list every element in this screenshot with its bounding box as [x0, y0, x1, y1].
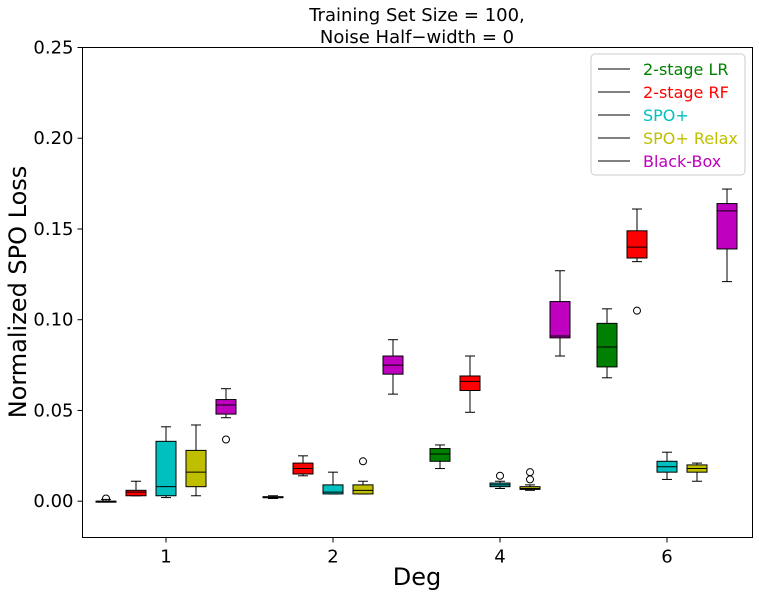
box-body	[626, 230, 648, 259]
box-body	[215, 399, 237, 415]
legend: 2-stage LR 2-stage RF SPO+ SPO+ Relax Black-…	[590, 53, 746, 176]
box-1	[95, 494, 117, 503]
box-body	[429, 448, 451, 462]
outlier-point	[526, 468, 534, 477]
box-4	[429, 444, 451, 470]
series-2-stage-lr	[95, 308, 618, 503]
legend-label: SPO+ Relax	[643, 129, 738, 148]
box-2	[292, 455, 314, 477]
outlier-point	[222, 435, 230, 444]
series-black-box	[215, 188, 738, 444]
box-body	[125, 489, 147, 497]
outlier-point	[526, 475, 534, 484]
legend-label: 2-stage RF	[643, 83, 729, 102]
box-4	[489, 471, 511, 489]
legend-entry: 2-stage LR	[598, 60, 728, 79]
y-tick-label: 0.00	[33, 491, 73, 512]
box-6	[686, 462, 708, 482]
x-tick-label: 4	[494, 547, 505, 568]
box-body	[596, 322, 618, 368]
chart-marks	[95, 188, 738, 503]
box-body	[549, 301, 571, 339]
legend-entry: SPO+	[598, 106, 689, 125]
box-6	[716, 188, 738, 283]
box-1	[215, 388, 237, 444]
box-1	[125, 480, 147, 497]
plot-frame	[82, 47, 753, 538]
box-body	[459, 375, 481, 391]
legend-entry: 2-stage RF	[598, 83, 729, 102]
box-2	[262, 495, 284, 499]
x-tick-label: 2	[327, 547, 338, 568]
outlier-point	[496, 471, 504, 480]
box-body	[352, 484, 374, 495]
y-axis: 0.00 0.05 0.10 0.15 0.20 0.25	[33, 38, 83, 512]
box-body	[322, 484, 344, 495]
box-body	[155, 440, 177, 497]
legend-frame	[590, 53, 746, 176]
y-axis-label: Normalized SPO Loss	[4, 166, 32, 419]
box-4	[549, 270, 571, 357]
series-spo-relax	[185, 424, 708, 497]
y-tick-label: 0.20	[33, 128, 73, 149]
outlier-point	[633, 306, 641, 315]
legend-label: 2-stage LR	[643, 60, 728, 79]
box-1	[155, 426, 177, 499]
box-2	[322, 471, 344, 495]
y-tick-label: 0.15	[33, 219, 73, 240]
outlier-point	[102, 494, 110, 503]
x-tick-label: 1	[160, 547, 171, 568]
box-2	[382, 339, 404, 395]
outlier-point	[359, 457, 367, 466]
legend-entry: Black-Box	[598, 152, 721, 171]
y-tick-label: 0.10	[33, 310, 73, 331]
series-spo-	[155, 426, 678, 499]
box-6	[596, 308, 618, 379]
box-4	[519, 468, 541, 491]
legend-label: SPO+	[643, 106, 689, 125]
box-6	[656, 451, 678, 480]
chart-title-line-1: Training Set Size = 100,	[308, 5, 525, 26]
x-tick-label: 6	[661, 547, 672, 568]
x-axis-label: Deg	[393, 563, 441, 591]
legend-entry: SPO+ Relax	[598, 129, 738, 148]
legend-label: Black-Box	[643, 152, 721, 171]
x-axis: 1 2 4 6	[160, 537, 673, 568]
box-4	[459, 355, 481, 413]
box-body	[185, 449, 207, 488]
y-tick-label: 0.25	[33, 38, 73, 59]
chart-title-line-2: Noise Half−width = 0	[320, 27, 514, 48]
box-body	[716, 203, 738, 250]
y-tick-label: 0.05	[33, 400, 73, 421]
box-2	[352, 457, 374, 495]
box-6	[626, 208, 648, 315]
box-1	[185, 424, 207, 497]
series-2-stage-rf	[125, 208, 648, 497]
